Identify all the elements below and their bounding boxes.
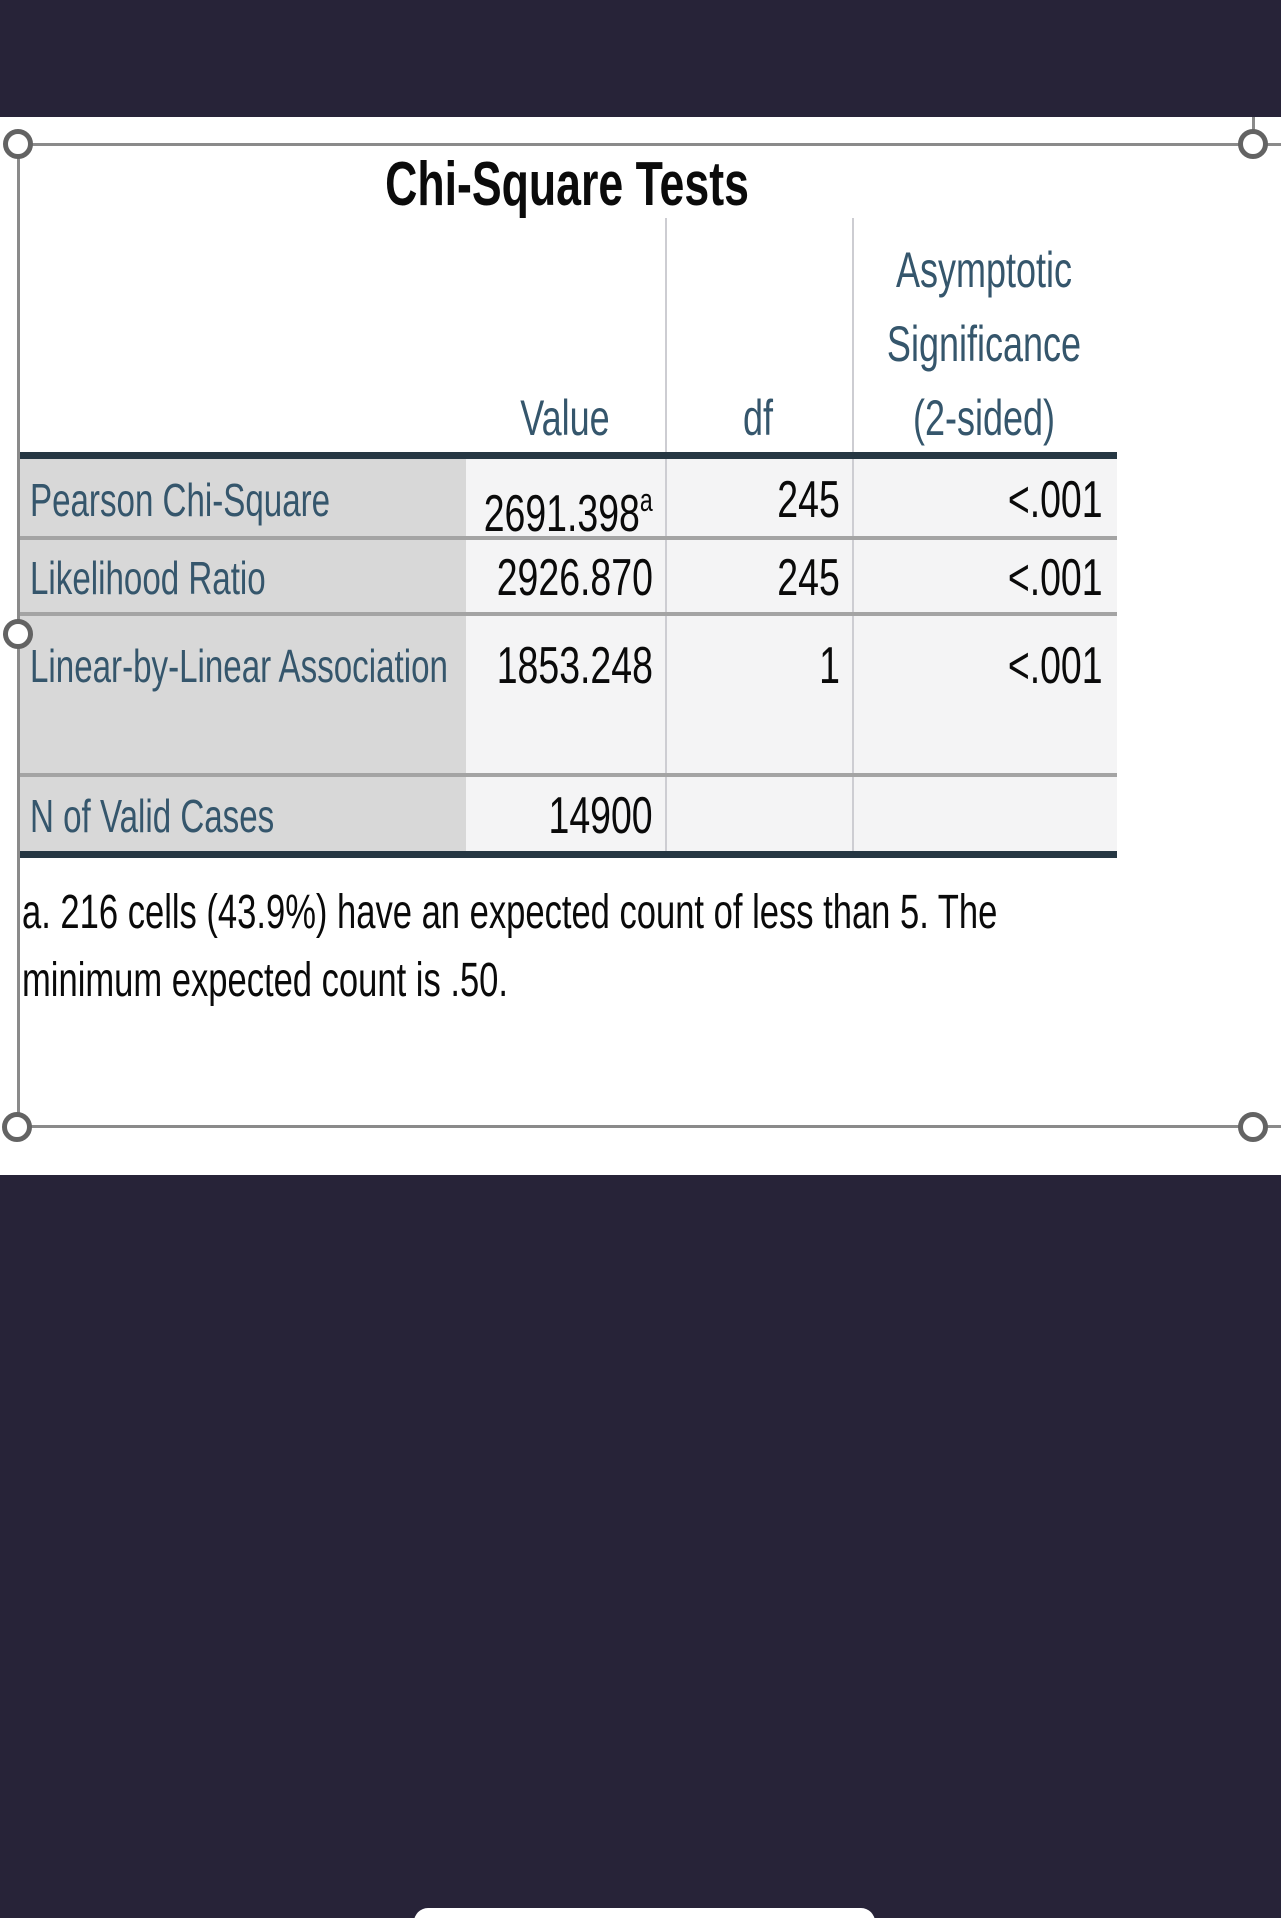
selection-top-edge[interactable] xyxy=(18,143,1281,146)
cell-df: 1 xyxy=(819,637,840,695)
column-header-significance: Asymptotic Significance (2-sided) xyxy=(886,242,1082,446)
cell-df: 245 xyxy=(777,471,840,529)
value-footnote-marker: a xyxy=(640,482,653,518)
value-number: 2691.398 xyxy=(484,485,641,543)
column-header-value: Value xyxy=(520,390,610,446)
row-label: Linear-by-Linear Association xyxy=(30,640,448,692)
column-header-df: df xyxy=(742,390,774,446)
cell-sig: <.001 xyxy=(1008,637,1103,695)
body-column-divider xyxy=(852,459,854,851)
cell-sig: <.001 xyxy=(1008,549,1103,607)
selection-handle-top-right[interactable] xyxy=(1238,129,1268,159)
selection-handle-bottom-right[interactable] xyxy=(1238,1112,1268,1142)
row-divider xyxy=(17,536,1117,540)
bottom-sheet-top[interactable] xyxy=(414,1908,875,1918)
table-label-column-background xyxy=(17,459,466,851)
table-top-rule xyxy=(17,452,1117,459)
cell-value: 2691.398a xyxy=(484,474,653,540)
table-data-columns-background xyxy=(466,459,1117,851)
cell-sig: <.001 xyxy=(1008,471,1103,529)
selection-bottom-edge[interactable] xyxy=(17,1125,1281,1128)
selection-handle-bottom-left[interactable] xyxy=(2,1112,32,1142)
selection-handle-middle-left[interactable] xyxy=(3,619,33,649)
header-column-divider xyxy=(665,218,667,452)
cell-value: 14900 xyxy=(548,787,653,845)
selection-right-edge-stub xyxy=(1252,117,1255,131)
body-column-divider xyxy=(665,459,667,851)
table-title: Chi-Square Tests xyxy=(385,150,749,219)
row-divider xyxy=(17,773,1117,777)
row-label: Likelihood Ratio xyxy=(30,552,266,604)
row-label: N of Valid Cases xyxy=(30,790,275,842)
cell-value: 1853.248 xyxy=(496,637,653,695)
cell-value: 2926.870 xyxy=(496,549,653,607)
row-divider xyxy=(17,612,1117,616)
table-bottom-rule xyxy=(17,851,1117,858)
table-footnote-line: a. 216 cells (43.9%) have an expected co… xyxy=(22,886,998,939)
selection-handle-top-left[interactable] xyxy=(3,129,33,159)
header-column-divider xyxy=(852,218,854,452)
cell-df: 245 xyxy=(777,549,840,607)
row-label: Pearson Chi-Square xyxy=(30,474,331,526)
table-footnote-line: minimum expected count is .50. xyxy=(22,954,508,1007)
